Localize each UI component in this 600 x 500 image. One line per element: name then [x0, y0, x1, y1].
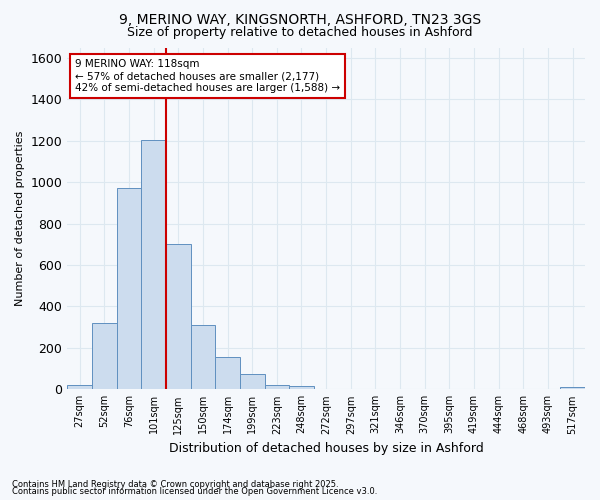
Text: 9, MERINO WAY, KINGSNORTH, ASHFORD, TN23 3GS: 9, MERINO WAY, KINGSNORTH, ASHFORD, TN23… — [119, 12, 481, 26]
Bar — [191, 325, 215, 390]
Bar — [92, 323, 116, 390]
Text: Contains HM Land Registry data © Crown copyright and database right 2025.: Contains HM Land Registry data © Crown c… — [12, 480, 338, 489]
Text: Contains public sector information licensed under the Open Government Licence v3: Contains public sector information licen… — [12, 487, 377, 496]
Text: Size of property relative to detached houses in Ashford: Size of property relative to detached ho… — [127, 26, 473, 39]
Bar — [141, 140, 166, 390]
Bar — [240, 374, 265, 390]
Bar — [166, 244, 191, 390]
Bar — [215, 357, 240, 390]
Bar — [289, 386, 314, 390]
Bar — [116, 188, 141, 390]
Bar — [67, 384, 92, 390]
Y-axis label: Number of detached properties: Number of detached properties — [15, 130, 25, 306]
X-axis label: Distribution of detached houses by size in Ashford: Distribution of detached houses by size … — [169, 442, 484, 455]
Text: 9 MERINO WAY: 118sqm
← 57% of detached houses are smaller (2,177)
42% of semi-de: 9 MERINO WAY: 118sqm ← 57% of detached h… — [75, 60, 340, 92]
Bar — [560, 387, 585, 390]
Bar — [265, 384, 289, 390]
